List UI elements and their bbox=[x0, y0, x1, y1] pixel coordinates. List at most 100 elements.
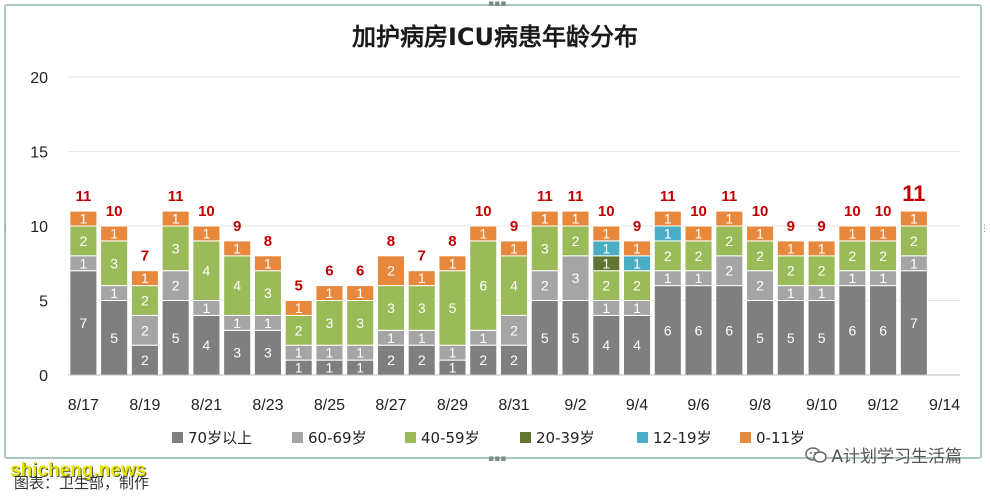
total-label: 8 bbox=[448, 233, 456, 250]
segment-value-label: 2 bbox=[910, 233, 918, 249]
bar-segment bbox=[161, 225, 190, 272]
segment-value-label: 1 bbox=[664, 270, 672, 286]
segment-value-label: 2 bbox=[633, 278, 641, 294]
segment-value-label: 3 bbox=[356, 315, 364, 331]
segment-value-label: 1 bbox=[725, 211, 733, 227]
segment-value-label: 6 bbox=[725, 322, 733, 338]
segment-value-label: 1 bbox=[756, 225, 764, 241]
segment-value-label: 1 bbox=[387, 330, 395, 346]
resize-handle-right[interactable]: ⋮ bbox=[980, 224, 989, 234]
bar-segment bbox=[746, 270, 775, 302]
total-label: 9 bbox=[787, 218, 795, 235]
bar-segment bbox=[284, 300, 313, 316]
figure-caption: 图表：卫生部，制作 bbox=[14, 474, 150, 492]
wechat-icon bbox=[805, 446, 828, 463]
segment-value-label: 1 bbox=[356, 285, 364, 301]
segment-value-label: 2 bbox=[295, 322, 303, 338]
segment-value-label: 1 bbox=[818, 285, 826, 301]
segment-value-label: 3 bbox=[233, 345, 241, 361]
segment-value-label: 6 bbox=[664, 322, 672, 338]
segment-value-label: 1 bbox=[787, 285, 795, 301]
segment-value-label: 5 bbox=[572, 330, 580, 346]
segment-value-label: 1 bbox=[295, 345, 303, 361]
bar-segment bbox=[253, 255, 282, 272]
x-tick-label: 9/12 bbox=[868, 397, 899, 414]
segment-value-label: 2 bbox=[787, 263, 795, 279]
bar-segment bbox=[499, 240, 529, 257]
segment-value-label: 1 bbox=[602, 225, 610, 241]
legend-label: 12-19岁 bbox=[653, 429, 712, 447]
segment-value-label: 6 bbox=[879, 322, 887, 338]
bar-segment bbox=[838, 225, 867, 242]
segment-value-label: 1 bbox=[572, 211, 580, 227]
bar-segment bbox=[315, 300, 344, 346]
bar-segment bbox=[561, 225, 590, 257]
segment-value-label: 1 bbox=[848, 270, 856, 286]
total-label: 11 bbox=[721, 188, 737, 205]
resize-handle-left[interactable]: ⋮ bbox=[1, 224, 10, 234]
bar-segment bbox=[161, 210, 190, 227]
segment-value-label: 3 bbox=[264, 285, 272, 301]
bar-segment bbox=[592, 314, 621, 376]
bar-segment bbox=[253, 270, 282, 316]
bar-segment bbox=[130, 270, 159, 287]
segment-value-label: 2 bbox=[756, 248, 764, 264]
bar-segment bbox=[130, 314, 159, 346]
segment-value-label: 3 bbox=[326, 315, 334, 331]
segment-value-label: 4 bbox=[203, 263, 211, 279]
bar-segment bbox=[100, 300, 129, 376]
total-label: 5 bbox=[295, 278, 303, 295]
segment-value-label: 1 bbox=[633, 300, 641, 316]
bar-segment bbox=[499, 344, 529, 376]
total-label: 6 bbox=[325, 263, 333, 280]
segment-value-label: 6 bbox=[479, 278, 487, 294]
bar-segment bbox=[223, 240, 252, 257]
segment-value-label: 3 bbox=[418, 300, 426, 316]
segment-value-label: 7 bbox=[79, 315, 87, 331]
legend-swatch bbox=[520, 432, 531, 443]
bar-segment bbox=[223, 255, 252, 316]
bar-segment bbox=[776, 240, 805, 257]
watermark: shicheng.news bbox=[10, 460, 147, 481]
resize-handle-top[interactable]: ▪▪▪ bbox=[488, 0, 507, 9]
segment-value-label: 4 bbox=[633, 337, 641, 353]
x-tick-label: 8/21 bbox=[191, 397, 222, 414]
bar-segment bbox=[869, 225, 898, 242]
segment-value-label: 4 bbox=[203, 337, 211, 353]
resize-handle-bottom[interactable]: ▪▪▪ bbox=[488, 454, 507, 464]
total-label: 10 bbox=[844, 203, 861, 220]
bar-segment bbox=[407, 270, 436, 287]
total-label: 10 bbox=[875, 203, 892, 220]
segment-value-label: 2 bbox=[479, 352, 487, 368]
total-label: 6 bbox=[356, 263, 364, 280]
segment-value-label: 1 bbox=[633, 255, 641, 271]
labels-layer: 7121115131102221752311141411031419313181… bbox=[75, 181, 925, 375]
segment-value-label: 4 bbox=[602, 337, 610, 353]
bars-layer bbox=[69, 210, 928, 376]
total-label: 9 bbox=[633, 218, 641, 235]
bar-segment bbox=[69, 270, 98, 376]
bar-segment bbox=[530, 300, 559, 376]
bar-segment bbox=[376, 285, 405, 331]
bar-segment bbox=[253, 329, 282, 376]
segment-value-label: 1 bbox=[326, 285, 334, 301]
bar-segment bbox=[69, 210, 98, 227]
bar-segment bbox=[715, 255, 744, 287]
bar-segment bbox=[776, 255, 805, 287]
segment-value-label: 1 bbox=[233, 240, 241, 256]
segment-value-label: 1 bbox=[633, 240, 641, 256]
segment-value-label: 1 bbox=[418, 270, 426, 286]
segment-value-label: 2 bbox=[172, 278, 180, 294]
bar-segment bbox=[438, 270, 467, 346]
segment-value-label: 5 bbox=[787, 330, 795, 346]
segment-value-label: 3 bbox=[541, 240, 549, 256]
bar-segment bbox=[530, 225, 559, 272]
total-label: 9 bbox=[817, 218, 825, 235]
segment-value-label: 1 bbox=[910, 211, 918, 227]
segment-value-label: 1 bbox=[233, 315, 241, 331]
bar-segment bbox=[899, 270, 928, 376]
total-label: 8 bbox=[387, 233, 395, 250]
total-label: 11 bbox=[568, 188, 584, 205]
legend-swatch bbox=[637, 432, 648, 443]
segment-value-label: 1 bbox=[264, 315, 272, 331]
